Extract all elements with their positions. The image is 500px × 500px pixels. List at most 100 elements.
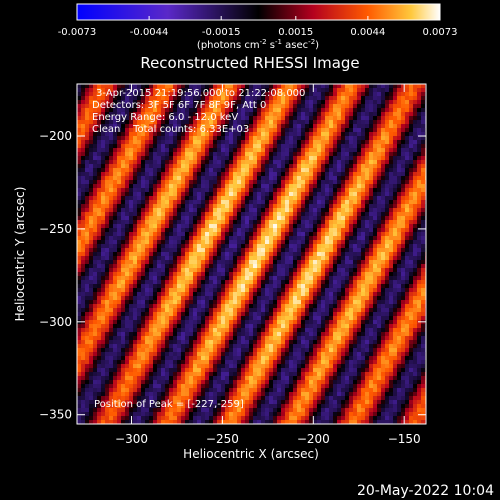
heatmap-cell [245, 136, 249, 140]
heatmap-cell [193, 296, 197, 300]
heatmap-cell [169, 288, 173, 292]
heatmap-cell [301, 188, 305, 192]
heatmap-cell [193, 360, 197, 364]
heatmap-cell [273, 368, 277, 372]
heatmap-cell [289, 388, 293, 392]
heatmap-cell [173, 416, 177, 420]
heatmap-cell [257, 180, 261, 184]
heatmap-cell [217, 104, 221, 108]
heatmap-cell [189, 116, 193, 120]
heatmap-cell [161, 280, 165, 284]
heatmap-cell [157, 316, 161, 320]
heatmap-cell [249, 364, 253, 368]
heatmap-cell [189, 288, 193, 292]
heatmap-cell [297, 148, 301, 152]
heatmap-cell [109, 364, 113, 368]
heatmap-cell [229, 276, 233, 280]
heatmap-cell [85, 328, 89, 332]
heatmap-cell [209, 140, 213, 144]
heatmap-cell [165, 104, 169, 108]
heatmap-cell [81, 396, 85, 400]
heatmap-cell [297, 388, 301, 392]
heatmap-cell [281, 412, 285, 416]
heatmap-cell [117, 184, 121, 188]
heatmap-cell [245, 324, 249, 328]
heatmap-cell [213, 356, 217, 360]
heatmap-cell [85, 148, 89, 152]
heatmap-cell [245, 200, 249, 204]
heatmap-cell [285, 196, 289, 200]
heatmap-cell [185, 308, 189, 312]
heatmap-cell [285, 220, 289, 224]
heatmap-cell [229, 152, 233, 156]
heatmap-cell [297, 400, 301, 404]
heatmap-cell [273, 260, 277, 264]
heatmap-cell [133, 152, 137, 156]
heatmap-cell [133, 296, 137, 300]
heatmap-cell [213, 88, 217, 92]
heatmap-cell [169, 296, 173, 300]
heatmap-cell [301, 208, 305, 212]
heatmap-cell [273, 312, 277, 316]
heatmap-cell [149, 236, 153, 240]
heatmap-cell [229, 180, 233, 184]
heatmap-cell [141, 200, 145, 204]
heatmap-cell [233, 384, 237, 388]
heatmap-cell [217, 344, 221, 348]
heatmap-cell [193, 256, 197, 260]
heatmap-cell [305, 248, 309, 252]
heatmap-cell [297, 104, 301, 108]
heatmap-cell [237, 128, 241, 132]
heatmap-cell [177, 104, 181, 108]
heatmap-cell [209, 324, 213, 328]
heatmap-cell [305, 368, 309, 372]
heatmap-cell [101, 104, 105, 108]
heatmap-cell [257, 300, 261, 304]
heatmap-cell [201, 100, 205, 104]
heatmap-cell [105, 108, 109, 112]
heatmap-cell [297, 200, 301, 204]
heatmap-cell [109, 276, 113, 280]
heatmap-cell [125, 128, 129, 132]
heatmap-cell [249, 112, 253, 116]
heatmap-cell [105, 124, 109, 128]
heatmap-cell [229, 280, 233, 284]
heatmap-cell [261, 348, 265, 352]
heatmap-cell [89, 268, 93, 272]
heatmap-cell [265, 260, 269, 264]
heatmap-cell [217, 260, 221, 264]
heatmap-cell [225, 380, 229, 384]
heatmap-cell [269, 244, 273, 248]
heatmap-cell [257, 256, 261, 260]
heatmap-cell [117, 176, 121, 180]
heatmap-cell [153, 208, 157, 212]
heatmap-cell [97, 388, 101, 392]
heatmap-cell [197, 236, 201, 240]
heatmap-cell [217, 180, 221, 184]
heatmap-cell [137, 240, 141, 244]
heatmap-cell [205, 120, 209, 124]
heatmap-cell [117, 220, 121, 224]
heatmap-cell [153, 232, 157, 236]
heatmap-cell [189, 320, 193, 324]
heatmap-cell [133, 244, 137, 248]
heatmap-cell [245, 276, 249, 280]
heatmap-cell [125, 412, 129, 416]
heatmap-cell [209, 244, 213, 248]
heatmap-cell [93, 196, 97, 200]
heatmap-cell [209, 288, 213, 292]
heatmap-cell [177, 240, 181, 244]
heatmap-cell [157, 360, 161, 364]
heatmap-cell [125, 216, 129, 220]
heatmap-cell [257, 188, 261, 192]
heatmap-cell [177, 252, 181, 256]
heatmap-cell [281, 252, 285, 256]
heatmap-cell [173, 276, 177, 280]
heatmap-cell [245, 304, 249, 308]
heatmap-cell [165, 128, 169, 132]
heatmap-cell [201, 184, 205, 188]
heatmap-cell [253, 404, 257, 408]
heatmap-cell [125, 144, 129, 148]
heatmap-cell [297, 292, 301, 296]
heatmap-cell [97, 244, 101, 248]
